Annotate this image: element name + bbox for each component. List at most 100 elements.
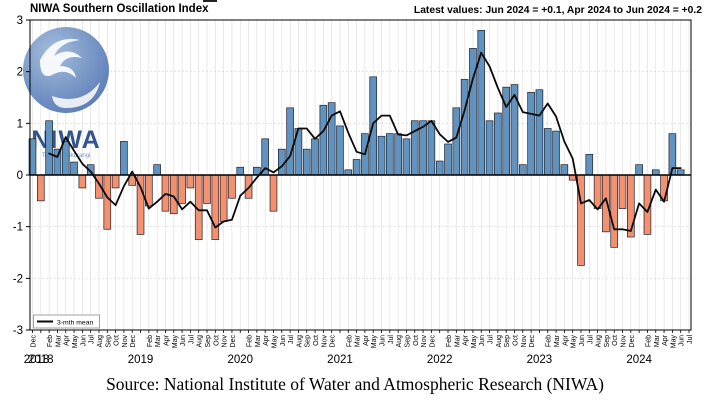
x-month-label: Jul bbox=[288, 335, 295, 344]
soi-bar bbox=[518, 164, 527, 176]
x-year-label: 2018 bbox=[24, 354, 50, 366]
x-year-label: 2024 bbox=[626, 354, 652, 366]
soi-bar bbox=[435, 160, 444, 176]
x-month-label: May bbox=[72, 335, 79, 349]
x-month-label: Feb bbox=[446, 335, 453, 347]
x-month-label: Sep bbox=[404, 335, 411, 348]
x-month-label: Feb bbox=[546, 335, 553, 347]
soi-bar bbox=[618, 174, 627, 209]
x-month-label: Dec bbox=[31, 335, 38, 348]
y-tick-label: -2 bbox=[13, 273, 23, 285]
soi-bar bbox=[120, 141, 128, 176]
soi-bar bbox=[219, 174, 228, 222]
y-tick-label: 0 bbox=[17, 170, 23, 182]
soi-bar bbox=[452, 107, 461, 176]
soi-bar bbox=[394, 133, 402, 176]
soi-bar bbox=[211, 174, 220, 240]
x-month-label: Jul bbox=[188, 335, 195, 344]
x-month-label: Jun bbox=[579, 335, 586, 346]
x-month-label: May bbox=[371, 335, 378, 349]
x-month-label: Mar bbox=[554, 334, 561, 347]
soi-bar bbox=[593, 174, 602, 209]
x-month-label: May bbox=[670, 335, 677, 349]
x-month-label: Jun bbox=[679, 335, 686, 346]
x-month-label: Aug bbox=[296, 335, 303, 348]
x-month-label: Nov bbox=[222, 335, 229, 348]
x-month-label: Aug bbox=[396, 335, 403, 348]
soi-bar bbox=[336, 125, 344, 176]
soi-bar bbox=[444, 143, 452, 176]
x-month-label: Apr bbox=[163, 334, 170, 346]
soi-bar bbox=[203, 174, 211, 204]
x-month-label: Sep bbox=[305, 335, 312, 348]
x-year-label: 2020 bbox=[227, 354, 253, 366]
soi-bar bbox=[111, 174, 120, 189]
x-month-label: Jul bbox=[587, 335, 594, 344]
x-month-label: Mar bbox=[454, 334, 461, 347]
x-month-label: Feb bbox=[346, 335, 353, 347]
soi-bar bbox=[228, 174, 236, 199]
x-month-label: Oct bbox=[413, 335, 420, 346]
x-month-label: Jun bbox=[380, 335, 387, 346]
soi-bar bbox=[45, 120, 53, 176]
x-month-label: Apr bbox=[562, 334, 569, 346]
x-month-label: Jul bbox=[89, 335, 96, 344]
x-month-label: Mar bbox=[255, 334, 262, 347]
y-tick-label: -3 bbox=[13, 325, 23, 337]
soi-bar bbox=[103, 174, 112, 230]
x-month-label: Apr bbox=[662, 334, 669, 346]
x-month-label: Apr bbox=[263, 334, 270, 346]
x-year-label: 2021 bbox=[327, 354, 353, 366]
x-month-label: Oct bbox=[612, 335, 619, 346]
soi-bar bbox=[269, 174, 278, 212]
x-month-label: Feb bbox=[645, 335, 652, 347]
soi-bar bbox=[585, 153, 594, 176]
soi-bar bbox=[302, 148, 311, 176]
soi-bar bbox=[651, 169, 660, 176]
soi-bar bbox=[610, 174, 619, 248]
x-month-label: Oct bbox=[114, 335, 121, 346]
x-month-label: Jun bbox=[280, 335, 287, 346]
latest-values-note: Latest values: Jun 2024 = +0.1, Apr 2024… bbox=[413, 5, 702, 16]
x-month-label: Dec bbox=[429, 335, 436, 348]
soi-bar bbox=[377, 135, 386, 176]
soi-bar bbox=[560, 164, 569, 176]
x-month-label: Apr bbox=[363, 334, 370, 346]
x-month-label: Mar bbox=[55, 334, 62, 347]
soi-bar bbox=[635, 164, 643, 176]
y-tick-label: 3 bbox=[17, 15, 23, 27]
soi-bar bbox=[469, 48, 477, 176]
x-month-label: May bbox=[571, 335, 578, 349]
soi-bar bbox=[169, 174, 178, 215]
soi-bar bbox=[427, 120, 436, 176]
soi-bar bbox=[37, 174, 45, 202]
soi-bar bbox=[602, 174, 610, 233]
y-tick-label: -1 bbox=[13, 222, 23, 234]
x-month-label: Nov bbox=[321, 335, 328, 348]
x-month-label: Aug bbox=[97, 335, 104, 348]
y-tick-label: 2 bbox=[17, 67, 23, 79]
soi-bar bbox=[78, 174, 87, 189]
x-month-label: Jun bbox=[80, 335, 87, 346]
soi-bar bbox=[61, 141, 70, 176]
x-year-label: 2023 bbox=[527, 354, 553, 366]
x-month-label: Sep bbox=[205, 335, 212, 348]
x-month-label: Dec bbox=[130, 335, 137, 348]
x-month-label: Feb bbox=[47, 335, 54, 347]
y-axis: 3 2 1 0 -1 -2 -3 bbox=[13, 15, 30, 337]
soi-bar bbox=[153, 164, 161, 176]
soi-bar bbox=[319, 104, 328, 176]
soi-bar bbox=[527, 91, 535, 176]
x-month-label: Dec bbox=[529, 335, 536, 348]
cropped-text-artifact bbox=[203, 0, 217, 2]
x-month-label: Aug bbox=[496, 335, 503, 348]
x-month-label: Feb bbox=[247, 335, 254, 347]
soi-bar bbox=[535, 89, 544, 176]
x-month-label: Dec bbox=[629, 335, 636, 348]
x-month-label: Jun bbox=[479, 335, 486, 346]
soi-bar bbox=[402, 138, 411, 176]
soi-bar bbox=[344, 169, 353, 176]
legend: 3-mth mean bbox=[33, 314, 100, 329]
